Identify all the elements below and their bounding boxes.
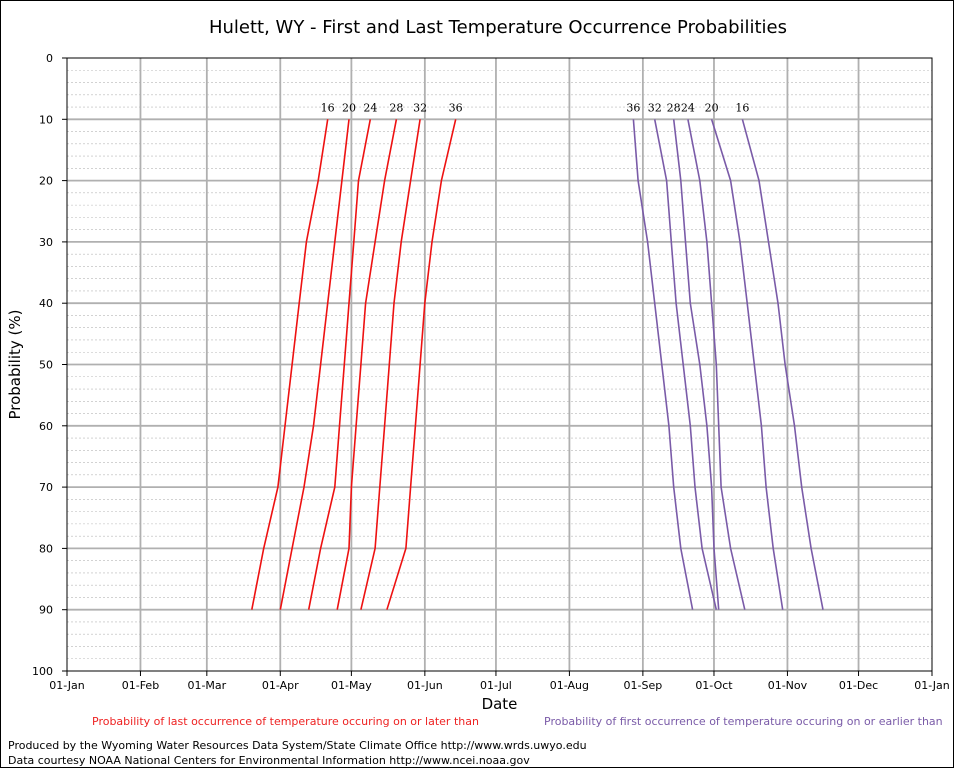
x-tick-label: 01-Sep bbox=[624, 679, 663, 692]
y-tick-label: 90 bbox=[39, 604, 53, 617]
first-occurrence-series-36-line bbox=[632, 119, 694, 610]
x-tick-label: 01-Oct bbox=[695, 679, 733, 692]
last-occurrence-series-36-line bbox=[386, 119, 457, 610]
first-occurrence-series-28-line bbox=[672, 119, 720, 610]
y-tick-label: 20 bbox=[39, 175, 53, 188]
x-tick-label: 01-Jul bbox=[480, 679, 512, 692]
last-occurrence-legend: Probability of last occurrence of temper… bbox=[92, 715, 479, 728]
first-occurrence-series-32-label: 32 bbox=[648, 101, 662, 114]
first-occurrence-series-24-label: 24 bbox=[681, 101, 695, 114]
first-occurrence-series-32-line bbox=[653, 119, 718, 610]
y-tick-label: 0 bbox=[46, 52, 53, 65]
y-tick-label: 70 bbox=[39, 481, 53, 494]
chart-title: Hulett, WY - First and Last Temperature … bbox=[209, 17, 787, 38]
x-tick-label: 01-Jan bbox=[914, 679, 950, 692]
x-tick-label: 01-Jan bbox=[49, 679, 85, 692]
last-occurrence-series-24-line bbox=[307, 119, 372, 610]
last-occurrence-series-32-line bbox=[360, 119, 421, 610]
plot-border bbox=[66, 57, 933, 672]
y-tick-label: 60 bbox=[39, 420, 53, 433]
x-tick-label: 01-Jun bbox=[407, 679, 443, 692]
x-tick-label: 01-Apr bbox=[262, 679, 299, 692]
first-occurrence-series-16-line bbox=[741, 119, 824, 610]
first-occurrence-series-20-label: 20 bbox=[705, 101, 719, 114]
x-tick-label: 01-Aug bbox=[550, 679, 589, 692]
x-tick-label: 01-May bbox=[331, 679, 372, 692]
x-tick-label: 01-Nov bbox=[768, 679, 808, 692]
data-source-credit: Data courtesy NOAA National Centers for … bbox=[8, 754, 530, 767]
producer-credit: Produced by the Wyoming Water Resources … bbox=[8, 739, 587, 752]
last-occurrence-series-28-line bbox=[336, 119, 398, 610]
y-tick-label: 40 bbox=[39, 297, 53, 310]
y-tick-label: 30 bbox=[39, 236, 53, 249]
last-occurrence-series-36-label: 36 bbox=[449, 101, 463, 114]
first-occurrence-series-36-label: 36 bbox=[626, 101, 640, 114]
x-tick-label: 01-Mar bbox=[187, 679, 226, 692]
first-occurrence-series-24-line bbox=[687, 119, 746, 610]
first-occurrence-series-20-line bbox=[710, 119, 784, 610]
last-occurrence-series-28-label: 28 bbox=[389, 101, 403, 114]
y-tick-label: 50 bbox=[39, 359, 53, 372]
y-tick-label: 10 bbox=[39, 113, 53, 126]
y-axis-label: Probability (%) bbox=[6, 309, 24, 419]
first-occurrence-legend: Probability of first occurrence of tempe… bbox=[544, 715, 943, 728]
last-occurrence-series-16-line bbox=[251, 119, 329, 610]
x-axis-label: Date bbox=[482, 695, 518, 713]
last-occurrence-series-24-label: 24 bbox=[363, 101, 377, 114]
last-occurrence-series-20-label: 20 bbox=[342, 101, 356, 114]
x-tick-label: 01-Dec bbox=[839, 679, 878, 692]
last-occurrence-series-16-label: 16 bbox=[321, 101, 335, 114]
x-tick-label: 01-Feb bbox=[122, 679, 159, 692]
last-occurrence-series-20-line bbox=[279, 119, 350, 610]
y-tick-label: 100 bbox=[32, 665, 53, 678]
last-occurrence-series-32-label: 32 bbox=[413, 101, 427, 114]
y-tick-label: 80 bbox=[39, 542, 53, 555]
first-occurrence-series-28-label: 28 bbox=[667, 101, 681, 114]
first-occurrence-series-16-label: 16 bbox=[735, 101, 749, 114]
